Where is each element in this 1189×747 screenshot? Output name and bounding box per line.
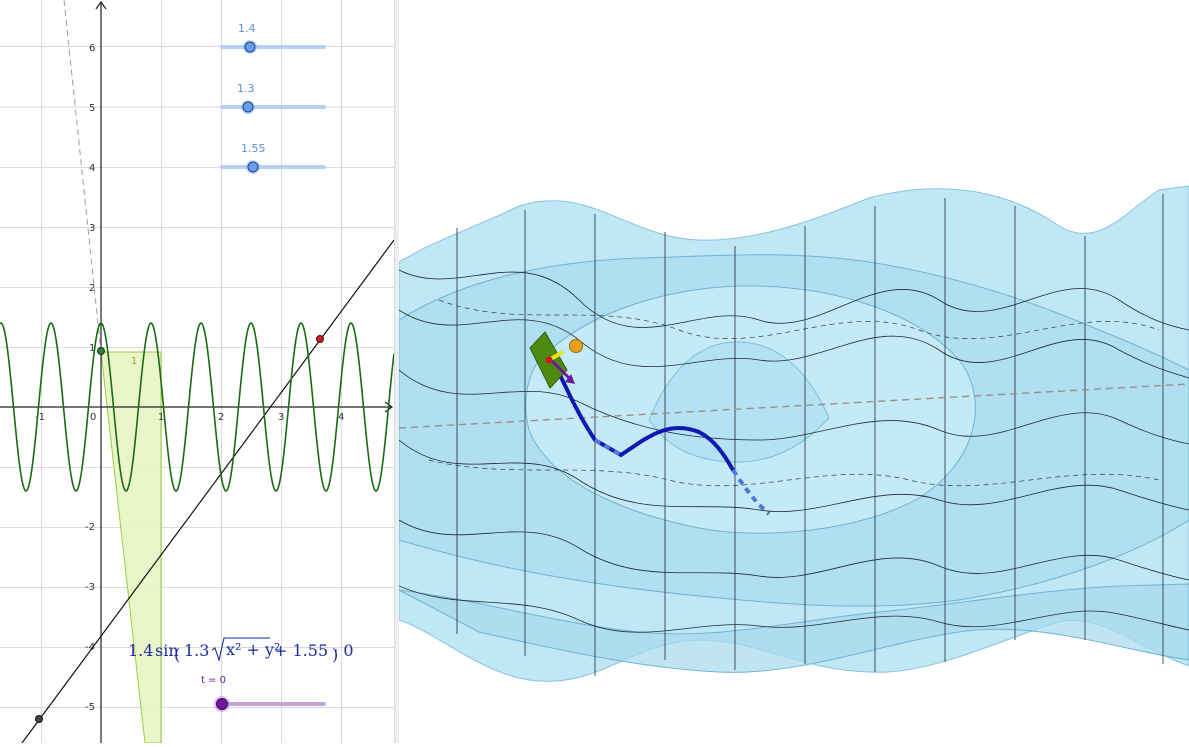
x-axis-ticks: -1 0 1 2 3 4 xyxy=(35,412,344,423)
time-slider[interactable]: t = 0 xyxy=(201,675,326,712)
y-tick: 5 xyxy=(89,103,95,114)
red-point[interactable] xyxy=(545,356,553,364)
formula-fn: sin xyxy=(155,641,179,660)
region-label: 1 xyxy=(131,356,137,367)
slider-c-knob[interactable] xyxy=(247,161,259,173)
x-tick: 1 xyxy=(158,412,164,423)
y-tick: 3 xyxy=(89,223,95,234)
slider-c[interactable]: 1.55 xyxy=(220,142,326,174)
grid xyxy=(0,0,394,743)
y-tick: 2 xyxy=(89,283,95,294)
x-tick: 0 xyxy=(90,412,96,423)
graphics-2d-canvas[interactable]: 1 -1 0 1 2 3 4 6 5 4 3 2 1 -2 -3 -4 xyxy=(0,0,395,744)
x-tick: 2 xyxy=(218,412,224,423)
view-divider[interactable] xyxy=(394,0,399,743)
formula-k: 1.3 xyxy=(184,641,209,660)
y-tick: 4 xyxy=(89,163,95,174)
x-tick: -1 xyxy=(35,412,45,423)
point-on-curve[interactable] xyxy=(97,347,105,355)
mesh-dashed-lines xyxy=(428,299,1160,487)
formula-text[interactable]: 1.4 sin ( 1.3 x² + y² + 1.55 · 0 ) xyxy=(128,637,354,664)
surface-3d[interactable] xyxy=(398,185,1189,682)
formula-sqrt-sign xyxy=(211,637,270,663)
mesh-vertical-lines xyxy=(456,194,1164,676)
path-dashed-lower xyxy=(731,468,771,516)
formula-amp: 1.4 xyxy=(128,641,153,660)
y-axis-ticks: 6 5 4 3 2 1 -2 -3 -4 -5 xyxy=(85,43,95,713)
dashed-line xyxy=(63,0,102,353)
path-on-surface[interactable] xyxy=(547,350,771,516)
line-point[interactable] xyxy=(35,715,43,723)
slider-c-value: 1.55 xyxy=(241,142,266,155)
path-solid[interactable] xyxy=(547,350,735,472)
y-tick: -3 xyxy=(85,582,95,593)
time-slider-label: t = 0 xyxy=(201,675,226,686)
y-tick: 6 xyxy=(89,43,95,54)
vector-y-head xyxy=(565,374,575,384)
y-tick: -5 xyxy=(85,702,95,713)
x-tick: 4 xyxy=(338,412,344,423)
graphics-view-3d[interactable] xyxy=(398,0,1189,743)
slider-b-knob[interactable] xyxy=(242,101,254,113)
mesh-wave-lines xyxy=(398,269,1189,633)
vector-y xyxy=(549,358,573,382)
axes xyxy=(0,0,394,743)
formula-close-paren: ) xyxy=(332,645,338,664)
slider-a[interactable]: 1.4 xyxy=(220,22,326,54)
y-tick: -4 xyxy=(85,642,95,653)
time-slider-knob[interactable] xyxy=(216,698,228,710)
formula-rest: + 1.55 · 0 xyxy=(274,641,354,660)
path-dashed xyxy=(594,438,622,457)
sine-curve[interactable] xyxy=(0,322,395,492)
slider-a-value: 1.4 xyxy=(238,22,256,35)
y-tick: 1 xyxy=(89,343,95,354)
graphics-3d-canvas[interactable] xyxy=(398,0,1189,743)
y-tick: -2 xyxy=(85,522,95,533)
formula-radicand: x² + y² xyxy=(226,640,280,659)
slider-b-value: 1.3 xyxy=(237,82,255,95)
graphics-view-2d[interactable]: 1 -1 0 1 2 3 4 6 5 4 3 2 1 -2 -3 -4 xyxy=(0,0,395,744)
line-graph[interactable] xyxy=(21,239,395,744)
intersection-point[interactable] xyxy=(316,335,324,343)
shaded-region xyxy=(100,351,162,744)
formula-open-paren: ( xyxy=(174,645,180,664)
moving-object[interactable] xyxy=(529,331,583,389)
orange-ball[interactable] xyxy=(569,339,583,353)
slider-a-knob[interactable] xyxy=(244,41,256,53)
slider-b[interactable]: 1.3 xyxy=(220,82,326,114)
x-tick: 3 xyxy=(278,412,284,423)
